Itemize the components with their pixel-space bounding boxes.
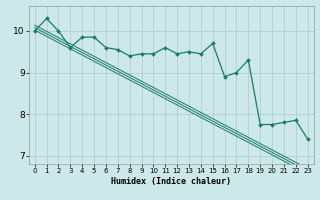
X-axis label: Humidex (Indice chaleur): Humidex (Indice chaleur) [111, 177, 231, 186]
